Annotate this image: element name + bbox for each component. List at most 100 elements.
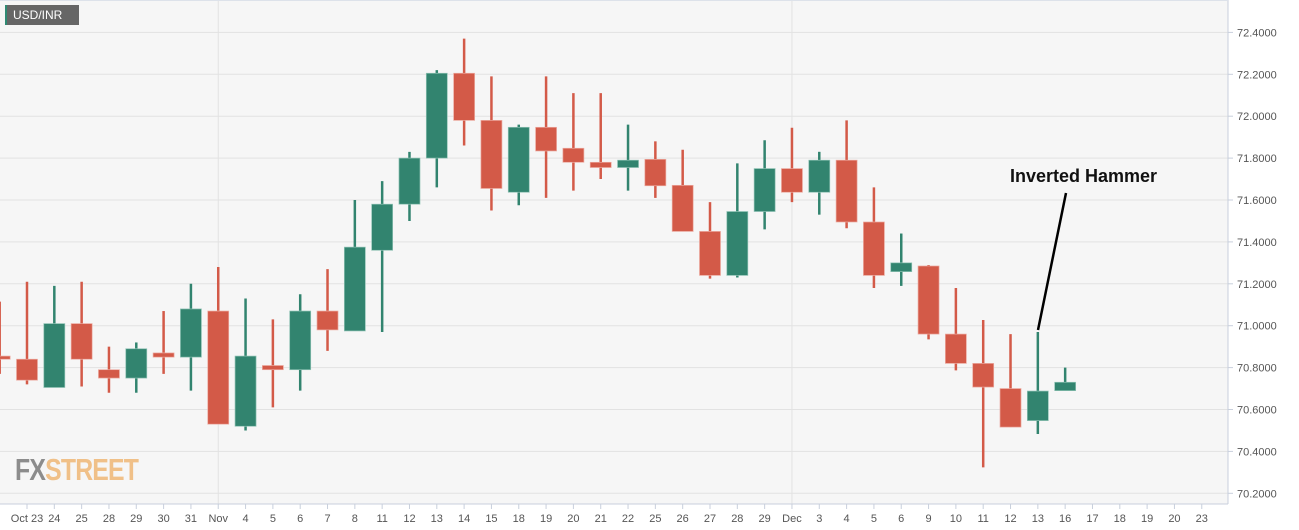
x-tick-label: 16: [1059, 513, 1071, 525]
candle-oct-31: [180, 283, 202, 391]
x-tick-label: 19: [540, 513, 552, 525]
candle-dec-3: [808, 151, 831, 215]
x-tick-label: 5: [871, 513, 877, 525]
x-tick-label: 25: [76, 513, 88, 525]
x-tick-label: 21: [595, 513, 607, 525]
candle-body: [43, 323, 66, 388]
x-tick-label: 20: [567, 513, 579, 525]
candle-body: [480, 120, 503, 189]
candle-body: [16, 358, 38, 381]
plot-area: [0, 0, 1228, 504]
fxstreet-logo: FXSTREET: [15, 452, 139, 488]
candle-body: [453, 72, 475, 121]
candle-nov-25: [644, 141, 667, 198]
candle-body: [425, 72, 448, 159]
x-tick-label: 13: [1032, 513, 1044, 525]
candle-nov-27: [699, 202, 721, 279]
candle-body: [70, 323, 93, 360]
candle-nov-12: [398, 151, 421, 221]
candle-body: [699, 231, 721, 276]
x-tick-label: 18: [513, 513, 525, 525]
candle-body: [152, 352, 175, 358]
x-tick-label: 23: [1196, 513, 1208, 525]
x-tick-label: 17: [1086, 513, 1098, 525]
candle-nov-29: [753, 140, 776, 230]
x-axis: Oct 23 24 25 28 29 30 31 Nov 4 5 6 7 8 11 12 13 14 15 18 19…: [0, 0, 1228, 525]
candle-body: [917, 265, 940, 335]
candle-nov-22: [617, 124, 639, 191]
candle-body: [262, 365, 284, 371]
x-tick-label: 14: [458, 513, 470, 525]
candle-body: [999, 388, 1022, 428]
y-tick-label: 70.8000: [1237, 363, 1277, 375]
y-tick-label: 72.4000: [1237, 27, 1277, 39]
candle-dec-5: [863, 187, 885, 288]
candle-body: [507, 126, 530, 193]
candle-oct-23: [16, 281, 38, 385]
annotation-pointer-line: [1036, 192, 1068, 331]
candle-body: [207, 310, 230, 425]
x-tick-label: 11: [977, 513, 988, 525]
x-tick-label: 6: [297, 513, 303, 525]
x-tick-label: 9: [925, 513, 931, 525]
candle-dec-4: [835, 120, 858, 229]
x-tick-label: 30: [157, 513, 169, 525]
x-tick-label: 8: [352, 513, 358, 525]
x-tick-label: 29: [759, 513, 771, 525]
candle-body: [617, 159, 639, 168]
candle-body: [98, 369, 120, 379]
logo-fx: FX: [15, 452, 46, 487]
candle-body: [0, 355, 11, 360]
candle-body: [1026, 390, 1049, 421]
x-tick-label: 11: [376, 513, 387, 525]
x-tick-label: 5: [270, 513, 276, 525]
candle-nov-26: [671, 149, 694, 232]
y-tick-label: 71.4000: [1237, 237, 1277, 249]
candle-oct-29: [125, 342, 148, 393]
candle-body: [644, 159, 667, 187]
candle-body: [753, 168, 776, 212]
candle-oct-22: [0, 301, 11, 374]
candle-body: [671, 184, 694, 232]
candle-body: [781, 168, 803, 193]
y-tick-label: 71.8000: [1237, 153, 1277, 165]
candle-nov-28: [726, 163, 749, 278]
x-tick-label: 15: [485, 513, 497, 525]
candle-dec-16: [1054, 367, 1077, 391]
candle-oct-28: [98, 346, 120, 393]
y-tick-label: 70.2000: [1237, 488, 1277, 500]
candle-nov-4: [234, 298, 257, 431]
candle-nov-19: [535, 76, 557, 198]
x-tick-label: 19: [1141, 513, 1153, 525]
candle-nov-13: [425, 70, 448, 188]
x-tick-label: 12: [403, 513, 415, 525]
x-tick-label: 3: [816, 513, 822, 525]
candle-body: [535, 126, 557, 152]
x-tick-label: 12: [1004, 513, 1016, 525]
candle-dec-10: [945, 287, 967, 371]
candle-body: [180, 308, 202, 358]
x-tick-label: Oct 23: [11, 513, 43, 525]
x-tick-label: 18: [1114, 513, 1126, 525]
candle-body: [945, 333, 967, 364]
candle-nov-5: [262, 319, 284, 408]
candle-dec-2: [781, 127, 803, 203]
y-tick-label: 72.0000: [1237, 111, 1277, 123]
candles: [0, 38, 1077, 468]
candle-oct-25: [70, 281, 93, 387]
candle-oct-30: [152, 311, 175, 374]
x-tick-label: 29: [130, 513, 142, 525]
y-tick-label: 70.4000: [1237, 446, 1277, 458]
gridlines: [0, 0, 1228, 504]
candle-body: [343, 246, 366, 332]
candle-body: [1054, 381, 1077, 391]
candle-nov-14: [453, 38, 475, 146]
candle-nov-21: [589, 93, 612, 180]
x-tick-label: 6: [898, 513, 904, 525]
annotation-label: Inverted Hammer: [1010, 166, 1158, 186]
y-tick-label: 71.0000: [1237, 321, 1277, 333]
x-tick-label: 22: [622, 513, 634, 525]
x-tick-label: 4: [844, 513, 850, 525]
x-tick-label: 10: [950, 513, 962, 525]
